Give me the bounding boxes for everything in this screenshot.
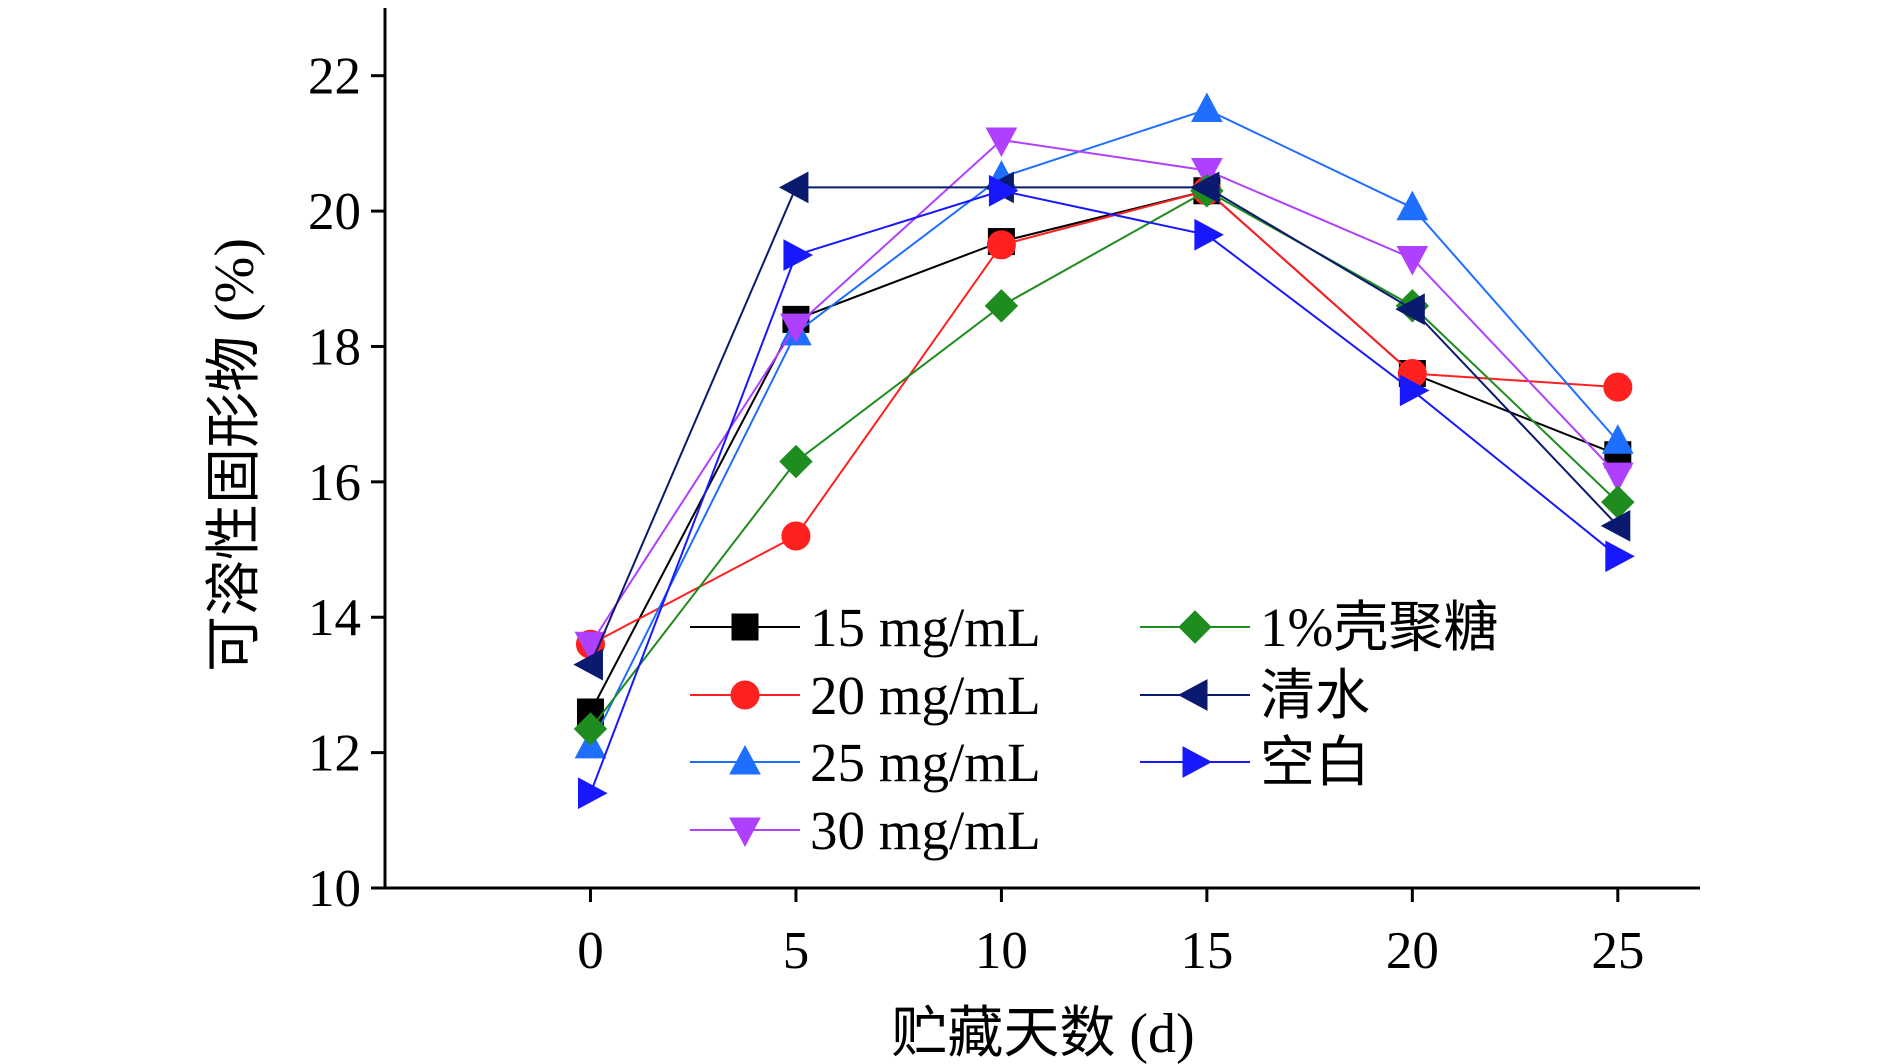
data-point — [779, 444, 813, 479]
legend-entry: 空白 — [1140, 732, 1370, 793]
data-point — [1605, 540, 1635, 573]
series-line — [590, 189, 1618, 646]
data-point — [1395, 293, 1425, 326]
y-tick-label: 10 — [308, 860, 361, 918]
data-point — [984, 289, 1019, 323]
data-point — [988, 174, 1019, 207]
series-line — [589, 108, 1619, 747]
y-tick-label: 20 — [308, 183, 361, 241]
data-point — [1189, 171, 1220, 204]
legend-label: 20 mg/mL — [810, 665, 1041, 726]
legend-entry: 30 mg/mL — [690, 800, 1041, 861]
data-point — [1396, 190, 1429, 221]
series-line — [589, 189, 1619, 713]
data-point — [783, 239, 813, 271]
x-tick-label: 25 — [1591, 922, 1644, 980]
legend-entry: 1%壳聚糖 — [1140, 597, 1498, 658]
series-2 — [574, 92, 1634, 759]
x-tick-label: 15 — [1180, 922, 1233, 980]
legend-marker — [1182, 746, 1213, 778]
legend-entry: 25 mg/mL — [690, 732, 1041, 793]
legend-marker — [731, 613, 759, 641]
data-point — [1396, 245, 1429, 276]
data-point — [1194, 218, 1224, 251]
series-line — [589, 138, 1619, 645]
data-point — [1399, 374, 1430, 407]
legend-label: 1%壳聚糖 — [1260, 597, 1498, 658]
x-tick-label: 20 — [1386, 922, 1439, 980]
legend-marker — [729, 744, 761, 775]
series-layer — [573, 92, 1635, 810]
y-tick-label: 16 — [308, 454, 361, 512]
legend-label: 25 mg/mL — [810, 732, 1041, 793]
legend-marker — [730, 680, 760, 710]
data-point — [577, 777, 608, 810]
data-point — [573, 712, 608, 746]
y-ticks: 10 12 14 16 18 20 22 — [308, 48, 385, 918]
legend-label: 清水 — [1260, 665, 1370, 726]
data-point — [781, 521, 811, 551]
axes — [383, 8, 1700, 890]
y-tick-label: 14 — [308, 589, 361, 647]
y-axis-title: 可溶性固形物 (%) — [204, 238, 266, 672]
data-point — [1601, 462, 1634, 493]
legend-label: 30 mg/mL — [810, 800, 1041, 861]
legend-marker — [1177, 679, 1208, 711]
y-tick-label: 12 — [308, 725, 361, 783]
series-line — [589, 189, 1619, 730]
series-6 — [577, 174, 1635, 810]
series-3 — [574, 127, 1634, 662]
data-point — [573, 648, 603, 681]
x-tick-label: 10 — [975, 922, 1028, 980]
series-line — [589, 189, 1619, 794]
legend-label: 空白 — [1260, 732, 1370, 793]
legend-label: 15 mg/mL — [810, 597, 1041, 658]
legend-marker — [729, 817, 761, 848]
data-point — [985, 127, 1018, 158]
x-axis-title: 贮藏天数 (d) — [891, 1003, 1194, 1064]
y-tick-label: 18 — [308, 318, 361, 376]
x-tick-label: 0 — [577, 922, 604, 980]
legend-entry: 20 mg/mL — [690, 665, 1041, 726]
data-point — [778, 171, 809, 204]
data-point — [1603, 372, 1633, 402]
series-line — [589, 186, 1619, 666]
data-point — [1191, 157, 1223, 188]
legend-marker — [1178, 610, 1212, 644]
data-point — [986, 230, 1016, 260]
data-point — [780, 313, 812, 344]
legend-entry: 清水 — [1140, 665, 1370, 726]
data-point — [1601, 424, 1634, 454]
data-point — [1191, 92, 1223, 123]
legend-entry: 15 mg/mL — [690, 597, 1041, 658]
y-tick-label: 22 — [308, 48, 361, 106]
x-ticks: 0 5 10 15 20 25 — [577, 888, 1644, 980]
data-point — [1600, 510, 1631, 542]
x-tick-label: 5 — [783, 922, 810, 980]
